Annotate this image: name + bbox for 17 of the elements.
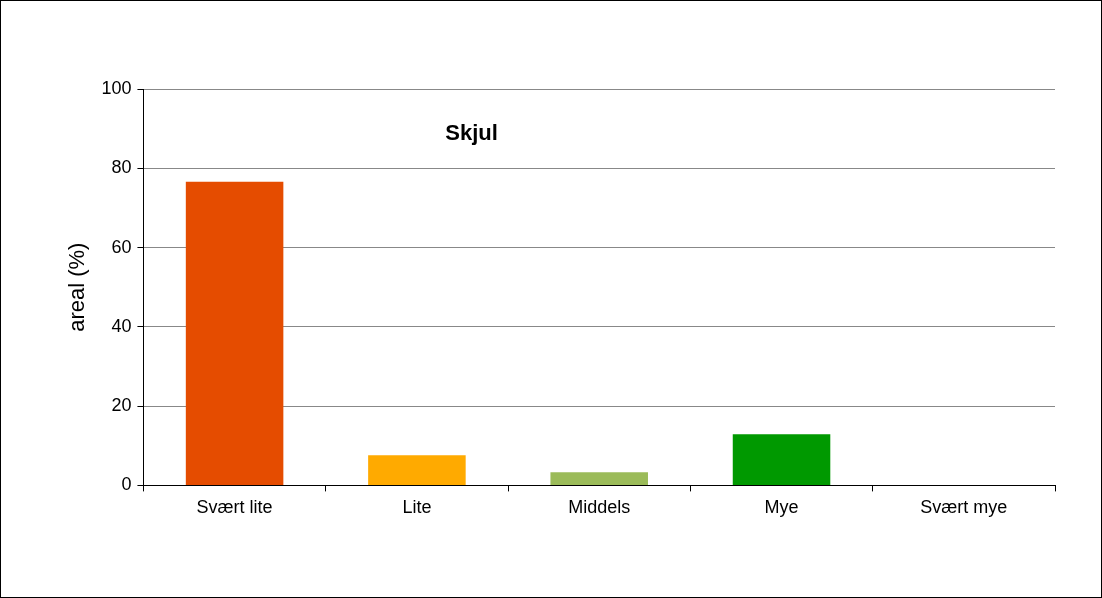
- y-axis-title: areal (%): [64, 242, 90, 332]
- x-tick-label: Lite: [402, 497, 432, 518]
- bar: [550, 472, 648, 485]
- bar: [185, 181, 284, 485]
- y-tick-label: 60: [111, 236, 132, 257]
- text: Skjul: [445, 120, 498, 146]
- bar: [732, 434, 831, 485]
- y-tick-label: 20: [111, 395, 132, 416]
- y-tick-label: 80: [111, 157, 132, 178]
- x-tick-label: Middels: [568, 497, 631, 518]
- y-tick-label: 40: [111, 315, 132, 336]
- x-tick-label: Mye: [764, 497, 799, 518]
- bar: [368, 455, 466, 485]
- x-tick-label: Svært mye: [920, 497, 1008, 518]
- x-tick-label: Svært lite: [196, 497, 273, 518]
- y-tick-label: 0: [121, 474, 132, 495]
- y-tick-label: 100: [101, 77, 132, 98]
